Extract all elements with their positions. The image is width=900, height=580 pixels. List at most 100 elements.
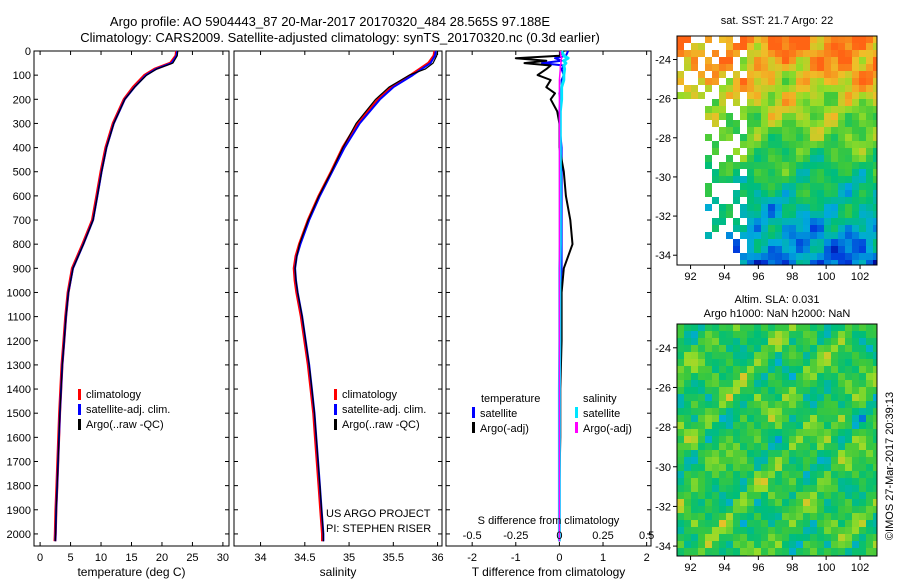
map-cell	[831, 429, 838, 436]
map-cell	[712, 408, 719, 415]
map-cell	[747, 338, 754, 345]
map-cell	[705, 92, 712, 99]
map-cell	[810, 141, 817, 148]
map-cell	[824, 541, 831, 548]
map-cell	[691, 92, 698, 99]
map-cell	[684, 548, 691, 555]
map-cell	[838, 260, 845, 265]
map-cell	[873, 218, 877, 225]
map-cell	[754, 422, 761, 429]
map-cell	[754, 450, 761, 457]
map-cell	[845, 225, 852, 232]
map-cell	[740, 366, 747, 373]
map-cell	[803, 443, 810, 450]
map-cell	[726, 85, 733, 92]
map-cell	[789, 127, 796, 134]
map-cell	[754, 155, 761, 162]
map-cell	[796, 338, 803, 345]
y-tick-label: 1500	[7, 408, 31, 420]
map-cell	[796, 92, 803, 99]
map-cell	[684, 57, 691, 64]
map-cell	[803, 85, 810, 92]
map-cell	[810, 253, 817, 260]
map-cell	[810, 541, 817, 548]
map-cell	[838, 127, 845, 134]
map-cell	[852, 541, 859, 548]
map-cell	[754, 85, 761, 92]
map-cell	[719, 520, 726, 527]
map-cell	[838, 373, 845, 380]
map-cell	[684, 401, 691, 408]
map-cell	[775, 239, 782, 246]
map-cell	[859, 183, 866, 190]
map-cell	[866, 36, 873, 43]
map-cell	[747, 513, 754, 520]
map-cell	[845, 71, 852, 78]
map-cell	[873, 134, 877, 141]
map-cell	[712, 443, 719, 450]
map-cell	[775, 113, 782, 120]
map-cell	[754, 408, 761, 415]
series-line-climatology	[292, 50, 437, 542]
map-cell	[831, 197, 838, 204]
map-cell	[838, 450, 845, 457]
map-cell	[761, 429, 768, 436]
map-cell	[852, 534, 859, 541]
map-cell	[789, 408, 796, 415]
map-cell	[873, 345, 877, 352]
map-cell	[789, 57, 796, 64]
map-cell	[775, 148, 782, 155]
map-cell	[712, 499, 719, 506]
map-cell	[831, 218, 838, 225]
map-cell	[852, 211, 859, 218]
map-cell	[824, 260, 831, 265]
map-cell	[691, 541, 698, 548]
map-cell	[677, 506, 684, 513]
map-cell	[796, 380, 803, 387]
map-cell	[789, 239, 796, 246]
map-cell	[817, 50, 824, 57]
map-cell	[838, 541, 845, 548]
map-cell	[768, 71, 775, 78]
map-cell	[873, 352, 877, 359]
legend-swatch	[334, 404, 337, 415]
map-cell	[831, 422, 838, 429]
map-cell	[782, 36, 789, 43]
map-cell	[838, 443, 845, 450]
map-cell	[803, 169, 810, 176]
map-cell	[740, 155, 747, 162]
map-cell	[831, 401, 838, 408]
map-cell	[803, 134, 810, 141]
map-cell	[803, 527, 810, 534]
map-cell	[796, 324, 803, 331]
map-cell	[817, 141, 824, 148]
map-cell	[754, 148, 761, 155]
map-cell	[789, 394, 796, 401]
map-cell	[831, 534, 838, 541]
map-cell	[740, 450, 747, 457]
map-cell	[873, 548, 877, 555]
map-cell	[859, 148, 866, 155]
map-cell	[733, 492, 740, 499]
map-cell	[775, 162, 782, 169]
map-cell	[866, 253, 873, 260]
map-cell	[677, 260, 684, 265]
map-cell	[859, 64, 866, 71]
map-cell	[789, 43, 796, 50]
map-cell	[838, 183, 845, 190]
map-cell	[852, 155, 859, 162]
map-cell	[852, 169, 859, 176]
map-cell	[705, 162, 712, 169]
map-cell	[775, 492, 782, 499]
y-tick-label: 1200	[7, 336, 31, 348]
map-cell	[817, 485, 824, 492]
legend-swatch	[575, 407, 578, 418]
map-cell	[698, 239, 705, 246]
map-cell	[677, 148, 684, 155]
map-cell	[803, 450, 810, 457]
map-cell	[719, 485, 726, 492]
map-cell	[824, 176, 831, 183]
map-cell	[866, 534, 873, 541]
map-cell	[873, 176, 877, 183]
